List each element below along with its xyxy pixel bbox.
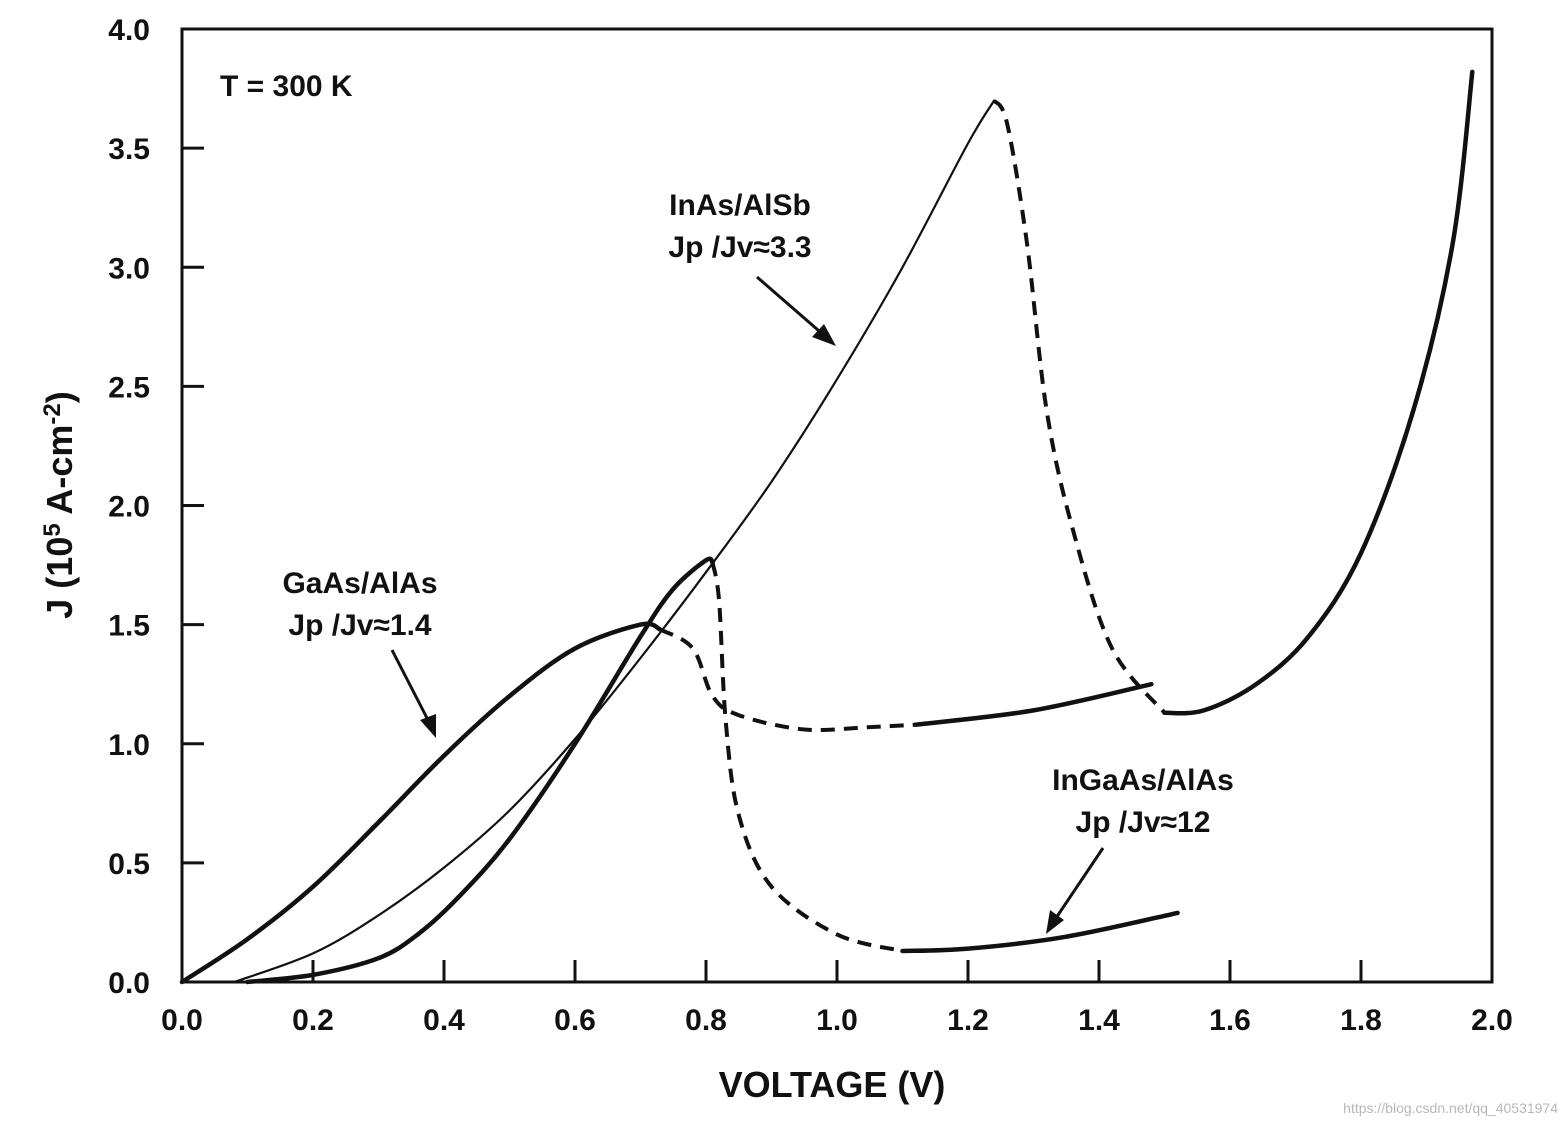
arrow-inas-alsb (756, 275, 827, 339)
y-tick-label-6: 3.0 (108, 252, 150, 285)
annotation-gaas-alas: GaAs/AlAs Jp /Jv≈1.4 (282, 567, 438, 738)
y-tick-label-1: 0.5 (108, 848, 150, 881)
y-tick-label-5: 2.5 (108, 371, 150, 404)
x-tick-label-4: 0.8 (685, 1004, 727, 1037)
x-tick-label-3: 0.6 (554, 1004, 596, 1037)
arrow-ingaas-alas (1054, 847, 1105, 919)
curves-group (179, 69, 1475, 985)
watermark: https://blog.csdn.net/qq_40531974 (1343, 1100, 1558, 1116)
series-label-ingaas-alas: InGaAs/AlAs (1052, 764, 1234, 797)
x-tick-label-8: 1.6 (1209, 1004, 1251, 1037)
x-tick-label-0: 0.0 (161, 1004, 203, 1037)
ratio-label-inas-alsb: Jp /Jv≈3.3 (668, 231, 811, 264)
y-tick-label-0: 0.0 (108, 967, 150, 1000)
annotation-ingaas-alas: InGaAs/AlAs Jp /Jv≈12 (1046, 764, 1234, 934)
x-tick-label-2: 0.4 (423, 1004, 465, 1037)
curve-inas-alsb-dashed (992, 99, 1167, 715)
x-axis-ticks: 0.0 0.2 0.4 0.6 0.8 1.0 1.2 1.4 1.6 1.8 2.0 (161, 960, 1513, 1037)
curve-ingaas-alas-tail (900, 910, 1180, 954)
y-axis-ticks: 0.0 0.5 1.0 1.5 2.0 2.5 3.0 3.5 4.0 (108, 14, 204, 1000)
curve-gaas-alas-solid (179, 621, 663, 985)
x-tick-label-1: 0.2 (292, 1004, 334, 1037)
curve-gaas-alas-dashed (659, 627, 916, 733)
y-tick-label-2: 1.0 (108, 729, 150, 762)
x-tick-label-10: 2.0 (1471, 1004, 1513, 1037)
y-tick-label-8: 4.0 (108, 14, 150, 47)
x-tick-label-5: 1.0 (816, 1004, 858, 1037)
y-tick-label-3: 1.5 (108, 610, 150, 643)
x-tick-label-6: 1.2 (947, 1004, 989, 1037)
arrow-gaas-alas (390, 649, 430, 721)
annotation-inas-alsb: InAs/AlSb Jp /Jv≈3.3 (668, 189, 836, 346)
temperature-label: T = 300 K (220, 70, 353, 103)
curve-ingaas-alas-solid (245, 556, 715, 985)
series-label-gaas-alas: GaAs/AlAs (282, 567, 437, 600)
arrowhead-gaas-alas (420, 714, 436, 738)
y-axis-title: J (105 A-cm-2) (39, 391, 80, 618)
x-tick-label-7: 1.4 (1078, 1004, 1120, 1037)
curve-gaas-alas-tail (913, 681, 1154, 727)
ratio-label-gaas-alas: Jp /Jv≈1.4 (288, 609, 432, 642)
series-label-inas-alsb: InAs/AlSb (669, 189, 811, 222)
curve-inas-alsb-tail (1162, 69, 1475, 716)
arrowhead-inas-alsb (812, 324, 836, 346)
arrowhead-ingaas-alas (1046, 910, 1064, 934)
y-tick-label-7: 3.5 (108, 133, 150, 166)
x-tick-label-9: 1.8 (1340, 1004, 1382, 1037)
y-tick-label-4: 2.0 (108, 491, 150, 524)
x-axis-title: VOLTAGE (V) (719, 1064, 946, 1105)
curve-inas-alsb-solid (233, 99, 996, 984)
ratio-label-ingaas-alas: Jp /Jv≈12 (1076, 806, 1211, 839)
plot-frame (180, 27, 1494, 984)
curve-ingaas-alas-dashed (710, 562, 903, 953)
